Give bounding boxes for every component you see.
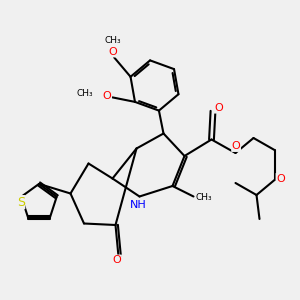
Text: CH₃: CH₃ [76,89,93,98]
Text: O: O [232,141,241,152]
Text: O: O [214,103,223,113]
Text: CH₃: CH₃ [104,36,121,45]
Text: O: O [112,255,122,265]
Text: CH₃: CH₃ [196,194,212,202]
Text: O: O [103,91,111,101]
Text: O: O [276,173,285,184]
Text: NH: NH [130,200,146,211]
Text: O: O [108,47,117,57]
Text: S: S [17,196,25,209]
